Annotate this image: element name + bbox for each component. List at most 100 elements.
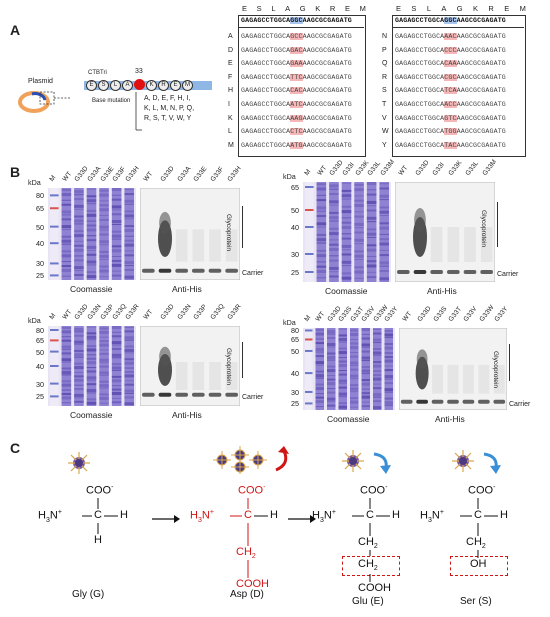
codon-33-highlight: GAA xyxy=(290,60,303,68)
carrier-label: Carrier xyxy=(242,393,264,401)
aa-header-letter: E xyxy=(344,4,350,13)
codon-33-highlight: TTC xyxy=(290,73,303,81)
amino-acid-name: Gly (G) xyxy=(72,589,105,600)
mutation-list: A, D, E, F, H, I, K, L, M, N, P, Q, R, S… xyxy=(144,94,194,124)
mutant-sequence: GAGAGCCTGGCACACAAGCGCGAGATG xyxy=(241,87,352,95)
mutant-sequence: GAGAGCCTGGCAATGAAGCGCGAGATG xyxy=(241,141,352,149)
arrow-right-icon xyxy=(152,515,180,523)
amine-n: N xyxy=(431,509,440,522)
down-arrow-blue-icon xyxy=(373,452,391,474)
kda-tick: 40 xyxy=(36,239,44,249)
kda-tick: 50 xyxy=(291,206,299,215)
mutant-sequence: GAGAGCCTGGCAAAGAAGCGCGAGATG xyxy=(241,114,352,122)
bracket-line-icon xyxy=(135,92,142,131)
antihis-lane-label: G33T xyxy=(447,305,464,323)
antihis-lane-label: G33A xyxy=(176,165,193,183)
codon-33-highlight: CTC xyxy=(290,128,303,136)
aa-header-letter: S xyxy=(256,4,262,13)
antihis-lane-label: G33Y xyxy=(493,305,510,323)
amine-h: H xyxy=(190,509,198,522)
mutant-sequence: GAGAGCCTGGCACAAAAGCGCGAGATG xyxy=(395,60,506,68)
mutant-sequence: GAGAGCCTGGCAGACAAGCGCGAGATG xyxy=(241,46,352,54)
mutant-sequence: GAGAGCCTGGCACCCAAGCGCGAGATG xyxy=(395,46,506,54)
coomassie-lane-label: G33K xyxy=(354,159,370,177)
nanoparticle-cluster-icon xyxy=(213,446,267,474)
bond-lines xyxy=(460,498,498,558)
codon-33-highlight: TGG xyxy=(444,128,457,136)
alpha-carbon: C xyxy=(366,509,374,521)
kda-tick: 25 xyxy=(36,392,44,402)
antihis-blot xyxy=(398,327,508,411)
construct-letter: R xyxy=(158,80,169,91)
antihis-lane-label: G33V xyxy=(462,305,479,323)
antihis-lane-label: WT xyxy=(142,308,155,321)
codon-33-highlight: GAC xyxy=(290,46,303,54)
kda-tick: 80 xyxy=(36,326,44,335)
coomassie-caption: Coomassie xyxy=(327,414,370,424)
codon-33-highlight: GTC xyxy=(444,114,457,122)
construct-letter: E xyxy=(170,80,181,91)
aa-header-letter: E xyxy=(242,4,248,13)
extra-methylene-box xyxy=(342,556,400,576)
hydroxyl-box xyxy=(450,556,508,576)
bond-lines xyxy=(230,498,268,578)
mutant-label: I xyxy=(228,101,230,108)
coomassie-lane-label: M xyxy=(303,168,313,177)
sequence-table-right: E S L A G K R E M GAGAGCCTGGCAGGCAAGCGCGAGATG N GAG… xyxy=(382,4,526,157)
mutant-label: M xyxy=(228,141,234,149)
kda-tick: 30 xyxy=(291,250,299,259)
kda-tick: 25 xyxy=(291,399,299,409)
construct-letter: A xyxy=(122,80,133,91)
coomassie-caption: Coomassie xyxy=(70,410,113,420)
charge-minus: - xyxy=(385,484,388,491)
construct-letters: E S L A G K R E M xyxy=(86,79,193,92)
kda-label: kDa xyxy=(283,318,296,327)
mutant-sequence: GAGAGCCTGGCAGCCAAGCGCGAGATG xyxy=(241,33,352,40)
amino-acid-name: Ser (S) xyxy=(460,596,492,607)
codon-33-highlight: AAG xyxy=(290,114,303,122)
serine-structure: COO- H3N+ C H CH2 OH Ser (S) xyxy=(420,446,530,607)
carboxyl-acid: COOH xyxy=(358,582,391,594)
header-divider xyxy=(238,27,364,28)
methylene-ch: CH xyxy=(466,536,482,548)
kda-tick: 80 xyxy=(291,326,299,336)
wt-sequence: GAGAGCCTGGCAGGCAAGCGCGAGATG xyxy=(241,17,352,24)
antihis-lane-label: G33D xyxy=(159,303,176,321)
kda-tick: 30 xyxy=(291,387,299,397)
antihis-caption: Anti-His xyxy=(172,284,202,294)
construct-letter: M xyxy=(182,80,193,91)
kda-tick: 30 xyxy=(36,379,44,389)
aa-header-letter: S xyxy=(411,4,417,13)
mutant-label: D xyxy=(228,46,234,54)
mutant-sequence: GAGAGCCTGGCATGGAAGCGCGAGATG xyxy=(395,128,506,136)
carboxylate-label: COO xyxy=(468,484,494,497)
mutant-label: W xyxy=(382,128,389,136)
nanoparticle-icon xyxy=(452,450,474,472)
kda-tick: 65 xyxy=(36,336,44,346)
antihis-caption: Anti-His xyxy=(427,286,457,296)
kda-tick: 65 xyxy=(291,335,299,345)
mutant-sequence: GAGAGCCTGGCAATCAAGCGCGAGATG xyxy=(241,101,352,108)
glutamate-structure: COO- H3N+ C H CH2 CH2 COOH Glu (E) xyxy=(312,446,422,607)
antihis-caption: Anti-His xyxy=(435,414,465,424)
coomassie-lane-label: M xyxy=(48,174,58,183)
kda-tick: 80 xyxy=(36,191,44,201)
mutant-label: Q xyxy=(382,60,388,68)
mutant-sequence: GAGAGCCTGGCATACAAGCGCGAGATG xyxy=(395,141,506,149)
methylene-ch: CH xyxy=(236,546,252,558)
kda-tick: 50 xyxy=(291,346,299,356)
glycoprotein-bracket xyxy=(242,206,243,248)
codon-33-highlight: GGC xyxy=(444,17,457,24)
codon-33-highlight: AAC xyxy=(444,33,457,40)
mutant-label: V xyxy=(382,114,387,122)
wt-sequence: GAGAGCCTGGCAGGCAAGCGCGAGATG xyxy=(395,17,506,24)
carboxyl-acid: COOH xyxy=(236,578,269,590)
mutant-sequence: GAGAGCCTGGCAGTCAAGCGCGAGATG xyxy=(395,114,506,122)
antihis-lane-label: G33D xyxy=(159,165,176,183)
aa-header-letter: M xyxy=(359,4,366,13)
antihis-blot xyxy=(139,187,241,281)
plasmid-diagram: Plasmid xyxy=(14,78,74,118)
codon-33-highlight: CAA xyxy=(444,60,457,68)
amine-3: 3 xyxy=(45,516,50,524)
